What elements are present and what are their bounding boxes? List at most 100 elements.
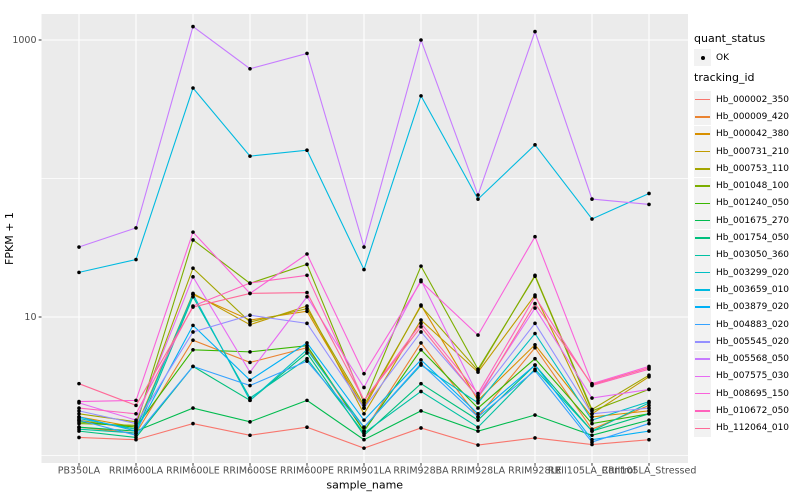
data-point — [476, 406, 480, 410]
y-tick-label: 10 — [24, 312, 36, 323]
line-swatch-icon — [695, 271, 710, 274]
legend-item-label: Hb_000731_210 — [716, 146, 790, 157]
data-point — [248, 398, 252, 403]
legend-item-label: Hb_000042_380 — [716, 129, 790, 140]
legend-key-line — [694, 160, 711, 178]
data-point — [419, 389, 423, 394]
data-point — [362, 267, 366, 272]
x-tick-label: RRIM901LA — [337, 466, 392, 477]
data-point — [248, 66, 252, 71]
data-point — [533, 413, 537, 417]
legend-key-point — [694, 49, 711, 67]
data-point — [248, 420, 252, 424]
legend-title-quant-status: quant_status — [694, 32, 766, 45]
data-point — [590, 440, 594, 444]
data-point — [647, 437, 651, 442]
data-point — [134, 418, 138, 422]
data-point — [305, 290, 309, 295]
x-tick-label: RRII105LA_Control — [548, 466, 636, 477]
data-point — [248, 291, 252, 296]
data-point — [590, 415, 594, 419]
line-swatch-icon — [695, 150, 710, 153]
legend-item-label: OK — [716, 52, 729, 63]
chart-legend: quant_status OK tracking_id Hb_000002_35… — [694, 0, 800, 500]
data-point — [533, 331, 537, 336]
x-tick-label: RRIM928LE — [508, 466, 562, 477]
legend-item-tracking-id: Hb_004883_020 — [694, 316, 789, 333]
data-point — [248, 322, 252, 327]
legend-item-tracking-id: Hb_005545_020 — [694, 333, 790, 351]
data-point — [647, 418, 651, 422]
data-point — [362, 371, 366, 376]
data-point — [77, 412, 81, 416]
data-point — [191, 238, 195, 242]
line-swatch-icon — [695, 202, 710, 205]
data-point — [191, 330, 195, 334]
data-point — [77, 418, 81, 422]
legend-item-tracking-id: Hb_001675_270 — [694, 212, 789, 230]
legend-item-label: Hb_003879_020 — [716, 302, 790, 313]
data-point — [191, 294, 195, 299]
legend-key-line — [694, 298, 711, 316]
legend-key-line — [694, 264, 711, 282]
data-point — [533, 143, 537, 147]
data-point — [362, 398, 366, 403]
data-point — [419, 341, 423, 345]
data-point — [134, 398, 138, 403]
legend-key-line — [694, 229, 711, 247]
legend-item-tracking-id: Hb_000009_420 — [694, 108, 789, 126]
data-point — [362, 406, 366, 410]
data-point — [77, 415, 81, 419]
data-point — [419, 381, 423, 386]
legend-item-tracking-id: Hb_000042_380 — [694, 125, 790, 143]
data-point — [647, 406, 651, 410]
data-point — [134, 403, 138, 408]
data-point — [647, 403, 651, 408]
line-swatch-icon — [695, 168, 710, 170]
x-tick-label: RRIM928BA — [393, 466, 449, 477]
data-point — [419, 279, 423, 284]
data-point — [362, 245, 366, 249]
data-point — [419, 358, 423, 362]
data-point — [362, 385, 366, 390]
legend-item-tracking-id: Hb_001754_050 — [694, 229, 789, 247]
data-point — [134, 433, 138, 438]
data-point — [590, 382, 594, 387]
data-point — [590, 412, 594, 416]
data-point — [647, 409, 651, 413]
line-swatch-icon — [695, 323, 710, 326]
legend-item-label: Hb_000753_110 — [716, 163, 790, 174]
legend-title-tracking-id: tracking_id — [694, 71, 755, 84]
legend-item-label: Hb_112064_010 — [716, 423, 790, 434]
legend-item-tracking-id: Hb_000731_210 — [694, 143, 790, 161]
legend-key-line — [694, 108, 711, 126]
line-swatch-icon — [695, 219, 710, 222]
data-point — [476, 401, 480, 405]
line-swatch-icon — [695, 392, 710, 395]
data-point — [533, 363, 537, 367]
legend-item-tracking-id: Hb_005568_050 — [694, 350, 789, 368]
data-point — [248, 433, 252, 438]
x-tick-label: RRII105LA_Stressed — [602, 466, 697, 477]
legend-item-tracking-id: Hb_112064_010 — [694, 419, 790, 437]
data-point — [533, 234, 537, 239]
line-swatch-icon — [695, 410, 710, 412]
y-axis-title: FPKM + 1 — [3, 212, 16, 265]
data-point — [191, 406, 195, 410]
legend-item-label: Hb_005545_020 — [716, 336, 790, 347]
legend-item-tracking-id: Hb_001240_050 — [694, 194, 789, 212]
line-swatch-icon — [695, 98, 710, 101]
data-point — [248, 320, 252, 324]
data-point — [305, 341, 309, 345]
legend-key-line — [694, 194, 711, 212]
data-point — [419, 321, 423, 326]
x-tick-label: RRIM600PE — [280, 466, 334, 477]
data-point — [419, 38, 423, 42]
legend-key-line — [694, 402, 711, 420]
data-point — [305, 343, 309, 348]
data-point — [533, 274, 537, 279]
legend-item-tracking-id: Hb_003659_010 — [694, 281, 789, 299]
legend-item-label: Hb_001048_100 — [716, 181, 790, 192]
data-point — [419, 330, 423, 334]
data-point — [419, 426, 423, 430]
